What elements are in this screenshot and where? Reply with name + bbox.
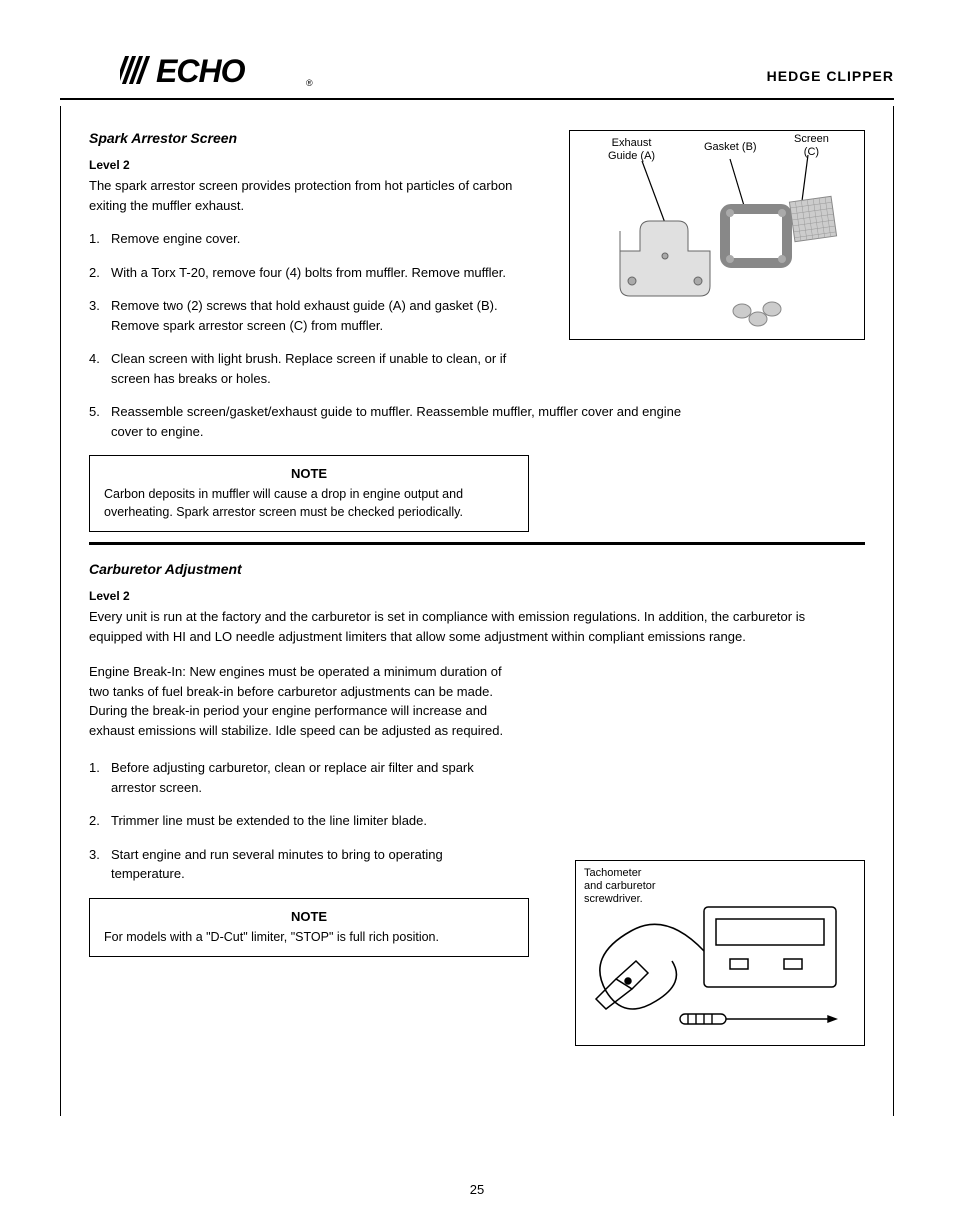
step-number: 4. xyxy=(89,349,111,388)
spark-step-3: 3. Remove two (2) screws that hold exhau… xyxy=(89,296,519,335)
spark-step-1: 1. Remove engine cover. xyxy=(89,229,519,249)
fig2-label: Tachometer and carburetor screwdriver. xyxy=(584,867,656,907)
spark-arrestor-intro: The spark arrestor screen provides prote… xyxy=(89,176,519,215)
step-text: Before adjusting carburetor, clean or re… xyxy=(111,758,519,797)
carburetor-intro-2: Engine Break-In: New engines must be ope… xyxy=(89,662,519,740)
fig1-label-c: Screen (C) xyxy=(794,133,829,159)
step-text: Reassemble screen/gasket/exhaust guide t… xyxy=(111,402,709,441)
carb-step-1: 1. Before adjusting carburetor, clean or… xyxy=(89,758,519,797)
header-model-label: HEDGE CLIPPER xyxy=(767,68,894,84)
section-divider xyxy=(89,542,865,545)
carburetor-intro-1: Every unit is run at the factory and the… xyxy=(89,607,809,646)
step-number: 1. xyxy=(89,229,111,249)
step-number: 2. xyxy=(89,263,111,283)
spark-step-5: 5. Reassemble screen/gasket/exhaust guid… xyxy=(89,402,709,441)
content-frame: Exhaust Guide (A) Gasket (B) Screen (C) … xyxy=(60,106,894,1116)
carburetor-title: Carburetor Adjustment xyxy=(89,561,865,577)
svg-text:ECHO: ECHO xyxy=(156,53,246,89)
svg-text:®: ® xyxy=(306,78,313,88)
step-text: Clean screen with light brush. Replace s… xyxy=(111,349,519,388)
echo-logo: ECHO ® xyxy=(120,50,320,97)
step-number: 1. xyxy=(89,758,111,797)
note-body: Carbon deposits in muffler will cause a … xyxy=(104,485,514,521)
carburetor-level: Level 2 xyxy=(89,589,865,603)
step-text: Remove engine cover. xyxy=(111,229,519,249)
step-text: Start engine and run several minutes to … xyxy=(111,845,519,884)
step-text: With a Torx T-20, remove four (4) bolts … xyxy=(111,263,519,283)
step-text: Trimmer line must be extended to the lin… xyxy=(111,811,519,831)
spark-step-2: 2. With a Torx T-20, remove four (4) bol… xyxy=(89,263,519,283)
carb-note-box: NOTE For models with a "D-Cut" limiter, … xyxy=(89,898,529,957)
note-body: For models with a "D-Cut" limiter, "STOP… xyxy=(104,928,514,946)
tachometer-figure: Tachometer and carburetor screwdriver. xyxy=(575,860,865,1046)
carb-step-2: 2. Trimmer line must be extended to the … xyxy=(89,811,519,831)
note-title: NOTE xyxy=(104,909,514,924)
spark-step-4: 4. Clean screen with light brush. Replac… xyxy=(89,349,519,388)
page-number: 25 xyxy=(0,1182,954,1197)
step-number: 2. xyxy=(89,811,111,831)
step-number: 5. xyxy=(89,402,111,441)
step-text: Remove two (2) screws that hold exhaust … xyxy=(111,296,519,335)
step-number: 3. xyxy=(89,296,111,335)
page-header: ECHO ® HEDGE CLIPPER xyxy=(60,50,894,100)
carb-step-3: 3. Start engine and run several minutes … xyxy=(89,845,519,884)
note-title: NOTE xyxy=(104,466,514,481)
step-number: 3. xyxy=(89,845,111,884)
spark-note-box: NOTE Carbon deposits in muffler will cau… xyxy=(89,455,529,532)
fig1-label-b: Gasket (B) xyxy=(704,141,757,154)
spark-arrestor-figure: Exhaust Guide (A) Gasket (B) Screen (C) xyxy=(569,130,865,340)
fig1-label-a: Exhaust Guide (A) xyxy=(608,137,655,163)
